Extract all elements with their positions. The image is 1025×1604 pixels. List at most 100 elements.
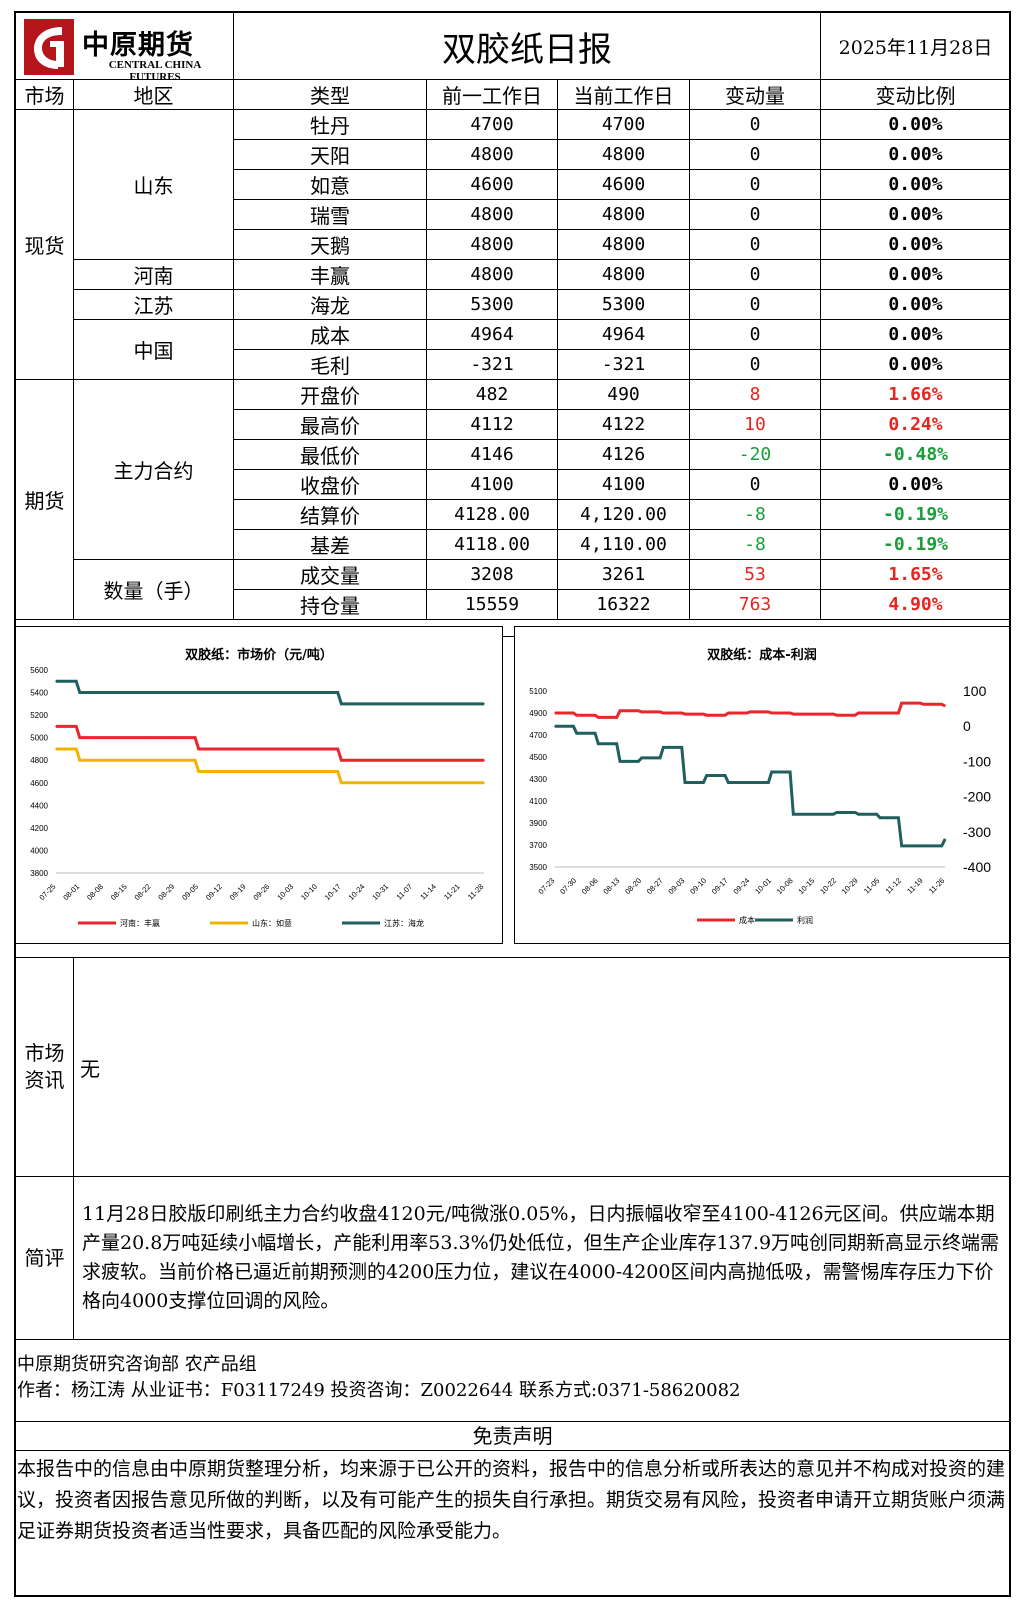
prev-value-cell: 4100 (426, 469, 558, 500)
change-pct-cell: 0.00% (820, 109, 1011, 140)
y-tick-label: 4100 (529, 797, 547, 806)
cost-profit-chart-svg: 5100 4900 4700 4500 4300 4100 3900 3700 3500 100 0… (529, 683, 991, 925)
data-point (340, 759, 343, 762)
data-point (292, 748, 295, 750)
company-logo: 中原期货 CENTRAL CHINA FUTURES (22, 19, 228, 83)
type-cell: 开盘价 (233, 379, 427, 410)
x-tick-label: 08-29 (156, 882, 176, 902)
data-point (640, 711, 643, 713)
curr-value-cell: 4126 (557, 439, 690, 470)
data-point (435, 781, 438, 784)
curr-value-cell: 4600 (557, 169, 690, 200)
x-tick-label: 08-22 (133, 882, 153, 902)
table-row: 中国 成本 4964 4964 0 0.00% (16, 319, 1011, 380)
curr-value-cell: 4700 (557, 109, 690, 140)
change-pct-cell: -0.19% (820, 499, 1011, 530)
report-title: 双胶纸日报 (233, 12, 821, 80)
table-row: 基差 4118.00 4,110.00 -8 -0.19% (16, 529, 1011, 560)
data-point (575, 714, 578, 716)
prev-value-cell: 5300 (426, 289, 558, 320)
x-tick-label: 10-10 (299, 882, 319, 902)
table-row: 天阳 4800 4800 0 0.00% (16, 139, 1011, 170)
col-header: 市场 (15, 79, 74, 110)
data-point (269, 691, 271, 694)
table-row: 河南 丰赢 4800 4800 0 0.00% (16, 259, 1011, 290)
x-tick-label: 09-19 (228, 882, 248, 902)
curr-value-cell: 4964 (557, 319, 690, 350)
data-point (435, 703, 438, 705)
data-point (814, 813, 816, 815)
data-point (575, 732, 578, 735)
comment-text: 11月28日胶版印刷纸主力合约收盘4120元/吨微涨0.05%，日内振幅收窄至4… (73, 1176, 1011, 1340)
market-cell: 现货 (15, 109, 74, 380)
data-point (554, 712, 556, 714)
table-row: 天鹅 4800 4800 0 0.00% (16, 229, 1011, 260)
type-cell: 持仓量 (233, 589, 427, 620)
data-point (78, 736, 81, 739)
prev-value-cell: 4700 (426, 109, 558, 140)
change-pct-cell: -0.19% (820, 529, 1011, 560)
curr-value-cell: 4100 (557, 469, 690, 500)
change-pct-cell: 0.00% (820, 199, 1011, 230)
table-row: 最低价 4146 4126 -20 -0.48% (16, 439, 1011, 470)
data-point (857, 813, 860, 815)
legend-label: 江苏：海龙 (384, 918, 424, 928)
data-point (727, 712, 730, 714)
data-point (102, 759, 105, 762)
change-cell: 0 (689, 199, 821, 230)
column-header-row: 市场 地区 类型 前一工作日 当前工作日 变动量 变动比例 (15, 79, 1011, 110)
data-point (900, 845, 903, 847)
change-cell: -8 (689, 499, 821, 530)
y-tick-label: 4800 (30, 756, 48, 765)
change-cell: 0 (689, 169, 821, 200)
region-cell: 数量（手） (73, 559, 234, 620)
comment-label: 简评 (15, 1176, 74, 1340)
change-pct-cell: 1.66% (820, 379, 1011, 410)
y-tick-label: 4000 (30, 846, 48, 855)
y-tick-label: 4500 (529, 753, 547, 762)
y2-tick-label: -200 (963, 789, 991, 805)
change-cell: 0 (689, 229, 821, 260)
change-pct-cell: 0.24% (820, 409, 1011, 440)
col-header: 地区 (73, 79, 234, 110)
data-point (388, 703, 390, 705)
change-cell: -8 (689, 529, 821, 560)
disclaimer-text: 本报告中的信息由中原期货整理分析，均来源于已公开的资料，报告中的信息分析或所表达… (17, 1458, 1006, 1542)
data-point (597, 716, 600, 719)
x-tick-label: 10-24 (347, 882, 367, 902)
y-tick-label: 3500 (529, 863, 547, 872)
data-point (705, 774, 708, 777)
data-point (174, 691, 176, 694)
data-point (316, 691, 319, 694)
data-point (411, 781, 414, 784)
col-header: 前一工作日 (426, 79, 558, 110)
data-point (879, 816, 881, 819)
prev-value-cell: 4146 (426, 439, 558, 470)
y-tick-label: 3800 (30, 869, 48, 878)
type-cell: 瑞雪 (233, 199, 427, 230)
data-point (245, 770, 248, 773)
data-point (340, 703, 343, 705)
type-cell: 海龙 (233, 289, 427, 320)
chart-title: 双胶纸：市场价（元/吨） (185, 648, 333, 663)
table-row: 结算价 4128.00 4,120.00 -8 -0.19% (16, 499, 1011, 530)
data-point (684, 713, 686, 715)
data-point (364, 759, 366, 762)
region-cell: 江苏 (73, 289, 234, 320)
change-cell: 8 (689, 379, 821, 410)
data-point (922, 703, 925, 705)
change-cell: 53 (689, 559, 821, 590)
x-tick-label: 10-31 (370, 882, 390, 902)
curr-value-cell: 490 (557, 379, 690, 410)
data-point (435, 759, 438, 762)
curr-value-cell: 4800 (557, 139, 690, 170)
x-tick-label: 11-26 (927, 876, 947, 896)
data-point (483, 759, 485, 762)
x-tick-label: 09-12 (204, 882, 224, 902)
y2-tick-label: 100 (963, 683, 987, 699)
data-point (316, 770, 319, 773)
data-point (388, 759, 390, 762)
logo-cell: 中原期货 CENTRAL CHINA FUTURES (15, 12, 234, 83)
prev-value-cell: 4128.00 (426, 499, 558, 530)
prev-value-cell: 482 (426, 379, 558, 410)
